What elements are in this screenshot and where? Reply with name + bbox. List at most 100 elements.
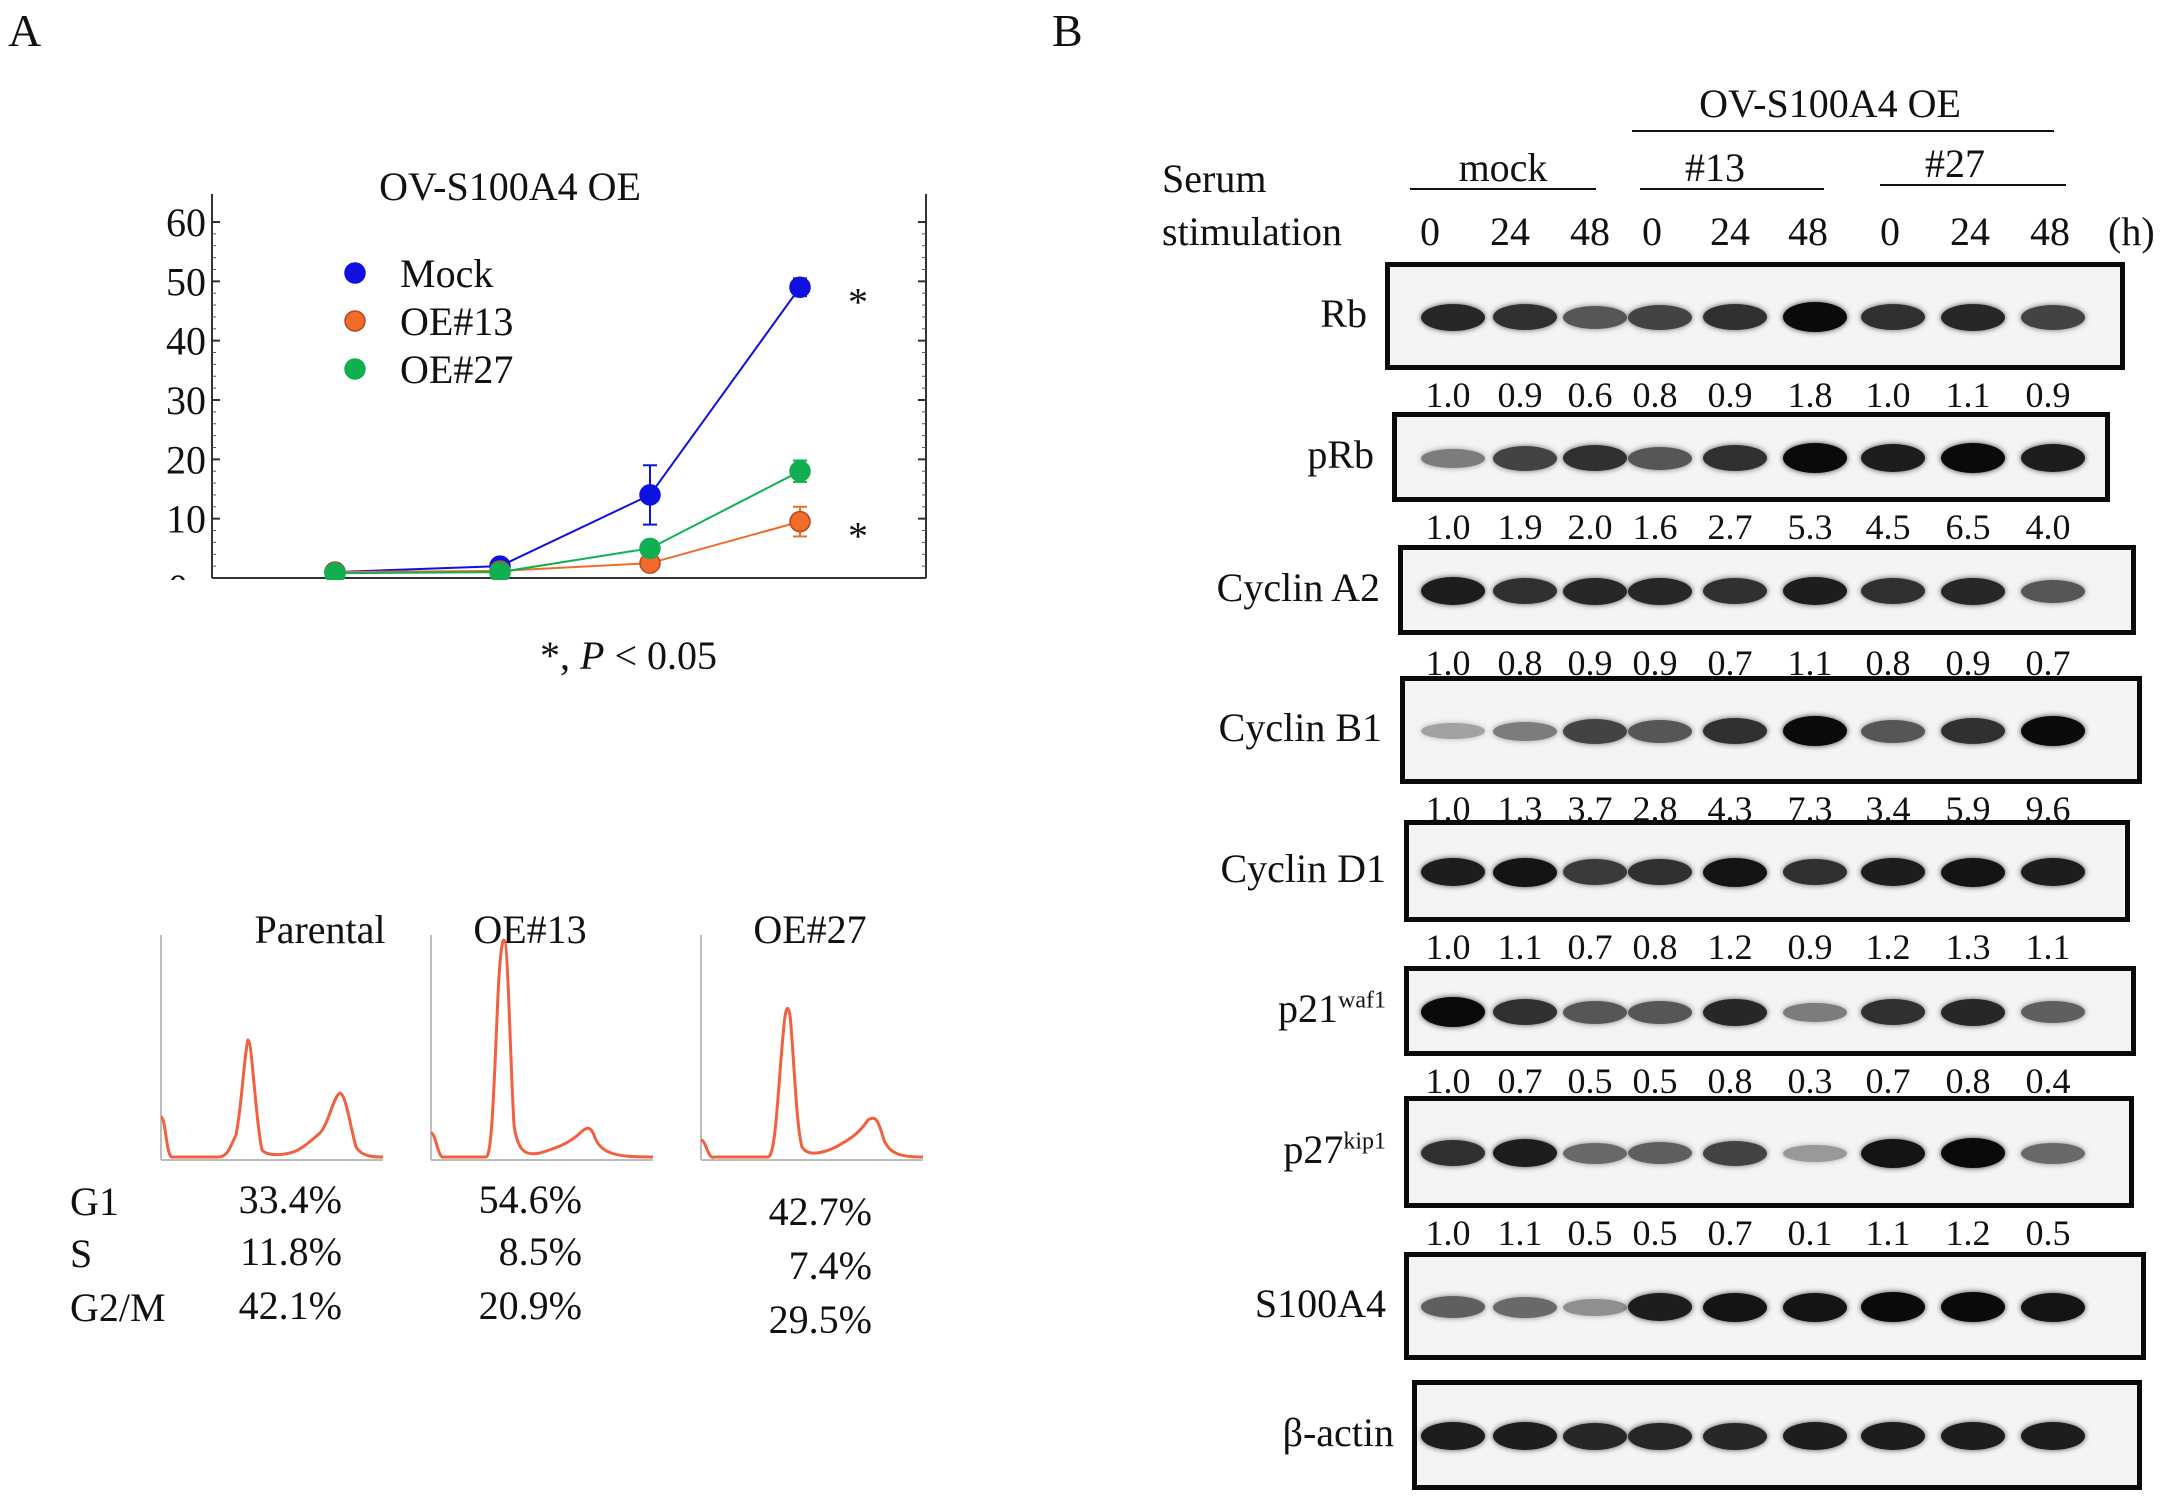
blot-band xyxy=(1628,719,1692,743)
quantification-value: 0.9 xyxy=(1787,927,1833,967)
blot-image xyxy=(1400,676,2142,784)
quantification-value: 4.0 xyxy=(2025,507,2071,547)
series-line-oe27 xyxy=(334,470,801,575)
blot-band xyxy=(1628,1293,1692,1321)
parental-s-value: 11.8% xyxy=(240,1229,342,1274)
blot-band xyxy=(1421,577,1485,605)
blot-band xyxy=(1861,304,1925,330)
quantification-value: 5.3 xyxy=(1787,507,1833,547)
quantification-value: 1.9 xyxy=(1497,507,1543,547)
timepoint-label: 0 xyxy=(1642,209,1662,254)
quantification-value: 0.9 xyxy=(1497,375,1543,415)
blot-band xyxy=(1493,445,1557,471)
timepoint-label: 24 xyxy=(1710,209,1750,254)
blot-band xyxy=(1563,1142,1627,1164)
legend-marker xyxy=(344,358,366,380)
y-tick-label: 20 xyxy=(166,437,206,482)
quantification-value: 0.5 xyxy=(2025,1213,2071,1253)
parental-g2m-value: 42.1% xyxy=(238,1283,342,1328)
blot-band xyxy=(2021,1422,2085,1450)
blot-label: Cyclin A2 xyxy=(1068,564,1380,611)
blot-image xyxy=(1412,1380,2142,1490)
blot-band xyxy=(1703,998,1767,1026)
histogram-parental xyxy=(159,935,384,1161)
blot-band xyxy=(1703,445,1767,471)
y-tick-label: 0 xyxy=(168,566,188,580)
blot-band xyxy=(1493,999,1557,1025)
group-label-13: #13 xyxy=(1685,145,1745,190)
blot-band xyxy=(1421,858,1485,886)
quantification-value: 1.1 xyxy=(1497,1213,1543,1253)
timepoint-label: 24 xyxy=(1490,209,1530,254)
row-label-g1: G1 xyxy=(70,1179,119,1224)
quantification-value: 0.7 xyxy=(1567,927,1613,967)
blot-band xyxy=(1861,1422,1925,1450)
y-tick-label: 10 xyxy=(166,497,206,542)
quantification-value: 0.3 xyxy=(1787,1061,1833,1101)
quantification-value: 0.8 xyxy=(1945,1061,1991,1101)
blot-band xyxy=(1628,1000,1692,1024)
blot-band xyxy=(1421,448,1485,468)
legend-label: OE#27 xyxy=(400,347,513,392)
histogram-oe27 xyxy=(700,935,924,1161)
blot-band xyxy=(1421,303,1485,331)
timepoint-label: 48 xyxy=(1570,209,1610,254)
blot-band xyxy=(1628,304,1692,330)
blot-band xyxy=(2021,444,2085,472)
blot-image xyxy=(1404,1252,2146,1360)
y-tick-label: 50 xyxy=(166,259,206,304)
blot-label-text: pRb xyxy=(1307,432,1374,477)
blot-band xyxy=(1628,1142,1692,1164)
blot-band xyxy=(1941,577,2005,605)
quantification-value: 1.0 xyxy=(1865,375,1911,415)
data-point xyxy=(489,561,511,580)
quantification-value: 1.1 xyxy=(1945,375,1991,415)
legend-marker xyxy=(344,310,366,332)
group-rule-13 xyxy=(1640,188,1824,190)
series-line-mock xyxy=(334,286,801,574)
quantification-value: 2.7 xyxy=(1707,507,1753,547)
blot-band xyxy=(1783,1144,1847,1162)
blot-band xyxy=(1861,1138,1925,1168)
blot-band xyxy=(1421,723,1485,739)
blot-band xyxy=(1493,721,1557,741)
blot-band xyxy=(1783,302,1847,332)
blot-band xyxy=(1703,718,1767,744)
quantification-value: 1.2 xyxy=(1945,1213,1991,1253)
blot-band xyxy=(1941,857,2005,887)
blot-band xyxy=(1703,578,1767,604)
oe27-g2m-value: 29.5% xyxy=(768,1297,872,1342)
significance-star: * xyxy=(848,279,868,324)
blot-label-text: Cyclin D1 xyxy=(1220,846,1386,891)
timepoint-label: 24 xyxy=(1950,209,1990,254)
oe27-s-value: 7.4% xyxy=(788,1243,872,1288)
row-label-serum: Serum xyxy=(1162,156,1267,201)
quantification-value: 0.7 xyxy=(1865,1061,1911,1101)
blot-band xyxy=(1941,1422,2005,1450)
legend-label: Mock xyxy=(400,251,493,296)
blot-band xyxy=(1493,578,1557,604)
oe27-g1-value: 42.7% xyxy=(768,1189,872,1234)
data-point xyxy=(789,276,811,299)
blot-band xyxy=(1941,303,2005,331)
y-tick-label: 60 xyxy=(166,200,206,245)
blot-band xyxy=(1861,719,1925,743)
blot-label: β-actin xyxy=(1082,1409,1394,1456)
data-point xyxy=(324,562,346,580)
row-label-stimulation: stimulation xyxy=(1162,209,1342,254)
blot-label-text: S100A4 xyxy=(1254,1281,1386,1326)
significance-star: * xyxy=(848,514,868,559)
histogram-title-parental: Parental xyxy=(254,907,386,952)
series-line-oe13 xyxy=(334,520,801,574)
histogram-title-oe27: OE#27 xyxy=(753,907,867,952)
row-label-g2m: G2/M xyxy=(70,1285,166,1330)
blot-band xyxy=(2021,579,2085,603)
blot-band xyxy=(1628,577,1692,605)
blot-band xyxy=(1421,997,1485,1027)
chart-title: OV-S100A4 OE xyxy=(379,164,641,209)
blot-label: Cyclin D1 xyxy=(1074,845,1386,892)
growth-line-chart: 0102030405060D0D3D6D9OV-S100A4 OEMock*OE… xyxy=(166,164,927,580)
blot-label-superscript: kip1 xyxy=(1343,1128,1386,1155)
blot-band xyxy=(1783,1422,1847,1450)
blot-band xyxy=(1563,1422,1627,1450)
